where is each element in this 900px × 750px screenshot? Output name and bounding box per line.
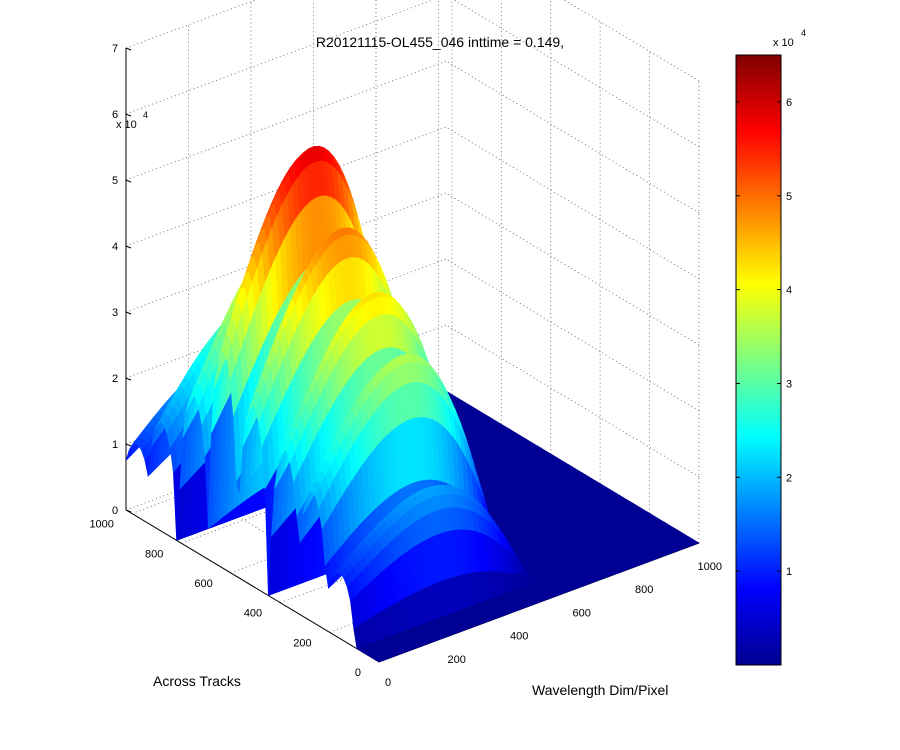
grid-line — [125, 60, 447, 181]
grid-line — [125, 0, 257, 49]
grid-line — [125, 126, 447, 247]
chart-title: R20121115-OL455_046 inttime = 0.149, — [316, 34, 564, 50]
surface-plot — [125, 145, 700, 663]
grid-line — [125, 192, 447, 313]
grid-line — [125, 258, 447, 379]
axis-line — [125, 509, 380, 663]
grid-line — [445, 192, 700, 346]
grid-line — [445, 258, 700, 412]
grid-line — [445, 126, 700, 280]
grid-line — [445, 60, 700, 214]
grid-line — [453, 0, 700, 148]
grid-line — [125, 0, 434, 115]
